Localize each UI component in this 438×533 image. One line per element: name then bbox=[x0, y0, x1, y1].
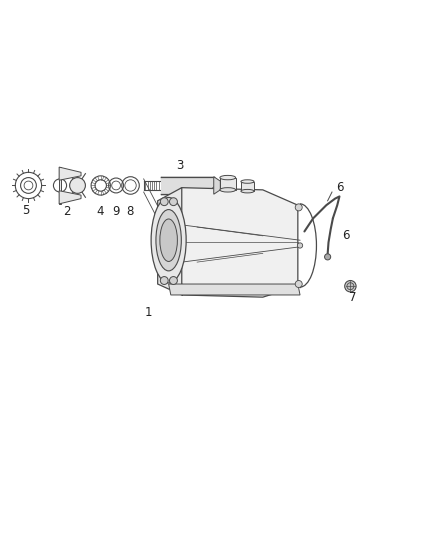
Ellipse shape bbox=[220, 188, 236, 192]
Ellipse shape bbox=[151, 198, 186, 283]
Text: 9: 9 bbox=[112, 205, 120, 218]
Text: 7: 7 bbox=[349, 290, 357, 304]
Text: 5: 5 bbox=[22, 204, 29, 217]
Polygon shape bbox=[220, 177, 236, 190]
Circle shape bbox=[295, 204, 302, 211]
Text: 6: 6 bbox=[336, 181, 343, 194]
Polygon shape bbox=[59, 167, 81, 180]
Circle shape bbox=[170, 277, 177, 285]
Polygon shape bbox=[161, 177, 214, 194]
Circle shape bbox=[170, 198, 177, 206]
Polygon shape bbox=[59, 191, 81, 204]
Polygon shape bbox=[169, 284, 300, 295]
Text: 6: 6 bbox=[342, 229, 350, 243]
Circle shape bbox=[297, 243, 303, 248]
Circle shape bbox=[160, 277, 168, 285]
Circle shape bbox=[295, 280, 302, 287]
Text: 8: 8 bbox=[127, 205, 134, 218]
Circle shape bbox=[345, 280, 356, 292]
Ellipse shape bbox=[241, 180, 254, 183]
Text: 2: 2 bbox=[63, 205, 71, 218]
Ellipse shape bbox=[156, 209, 181, 271]
Circle shape bbox=[347, 282, 354, 290]
Polygon shape bbox=[169, 188, 298, 297]
Circle shape bbox=[160, 198, 168, 206]
Text: 4: 4 bbox=[96, 205, 104, 218]
Circle shape bbox=[70, 177, 85, 193]
Text: 1: 1 bbox=[145, 306, 153, 319]
Ellipse shape bbox=[241, 189, 254, 193]
Text: 3: 3 bbox=[176, 159, 183, 172]
Polygon shape bbox=[59, 167, 61, 204]
Polygon shape bbox=[158, 188, 182, 295]
Circle shape bbox=[325, 254, 331, 260]
Polygon shape bbox=[241, 182, 254, 191]
Polygon shape bbox=[214, 177, 220, 194]
Ellipse shape bbox=[220, 175, 236, 180]
Ellipse shape bbox=[160, 219, 177, 262]
